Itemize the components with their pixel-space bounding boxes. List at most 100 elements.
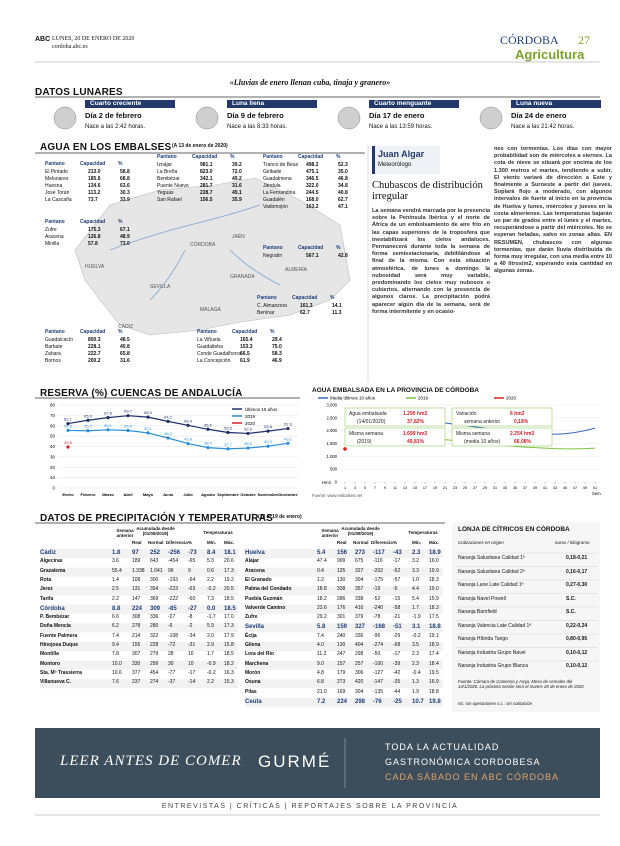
- axis-label: Sem.: [592, 491, 602, 496]
- precip-cell: 2.0: [207, 632, 214, 639]
- precip-cell: -43: [393, 550, 402, 556]
- moon-bar: [227, 100, 317, 108]
- precip-cell: -19: [373, 586, 381, 593]
- precip-cell: -116: [373, 558, 383, 565]
- legend-label: 2019: [245, 414, 256, 419]
- precip-cell: Palma del Condado: [245, 586, 292, 593]
- precip-cell: 23.6: [317, 604, 327, 611]
- row-stripe: [245, 660, 443, 670]
- precip-cell: 18.8: [429, 624, 441, 631]
- y-tick-label: 10: [50, 475, 56, 480]
- reservoir-cell: Minilla: [45, 241, 60, 247]
- precip-cell: 17.9: [224, 632, 234, 639]
- reservoir-cell: 823.0: [200, 169, 213, 175]
- precip-cell: Doña Mencía: [40, 623, 71, 630]
- point: [343, 447, 347, 451]
- section-title: DATOS LUNARES: [35, 87, 123, 98]
- precip-cell: 125: [337, 567, 346, 574]
- precip-cell: 9: [188, 567, 191, 574]
- chart-title: AGUA EMBALSADA EN LA PROVINCIA DE CÓRDOB…: [312, 387, 479, 394]
- precip-cell: 1.8: [112, 550, 121, 556]
- row-stripe: [40, 567, 238, 577]
- precip-cell: 16.9: [429, 679, 439, 686]
- map-label: GRANADA: [230, 274, 255, 280]
- reservoir-cell: 68.8: [120, 176, 130, 182]
- section-title: AGUA EN LOS EMBALSES: [40, 142, 172, 153]
- precip-cell: 5.3: [207, 558, 214, 565]
- precip-cell: 11.2: [317, 651, 327, 658]
- article-body: nes con tormentas. Los días con mayor pr…: [494, 146, 612, 275]
- reservoir-cell: Tranco de Beas: [263, 162, 299, 168]
- y-tick-label: 30: [50, 454, 56, 459]
- data-label: 38.5: [244, 441, 253, 446]
- precip-cell: Valverde Camino: [245, 604, 286, 611]
- reservoir-cell: Puente Nuevo: [157, 183, 189, 189]
- data-label: 54.8: [264, 424, 273, 429]
- precip-cell: 18.3: [429, 576, 439, 583]
- reservoir-cell: La Viñuela: [197, 337, 221, 343]
- precip-cell: -168: [373, 624, 386, 631]
- article-title: Chubascos de distribución irregular: [372, 180, 483, 202]
- reservoir-cell: La Concepción: [197, 358, 231, 364]
- precip-cell: 17.4: [429, 651, 439, 658]
- reservoir-cell: 73.0: [120, 241, 130, 247]
- date: LUNES, 20 DE ENERO DE 2020: [52, 36, 135, 42]
- reservoir-cell: 45.1: [232, 190, 242, 196]
- precip-cell: 304: [355, 688, 364, 695]
- precip-cell: 18.3: [429, 604, 439, 611]
- info-text: 49,81%: [407, 439, 425, 445]
- source: Fuente: www.embalses.net: [312, 493, 363, 498]
- precip-cell: 47.4: [317, 558, 327, 565]
- reservoir-cell: 52.3: [338, 162, 348, 168]
- precip-cell: -147: [373, 679, 384, 686]
- reservoir-cell: Barbate: [45, 344, 63, 350]
- headline: «Lluvias de enero llenan cuba, tinaja y …: [229, 78, 391, 87]
- row-stripe: [40, 549, 238, 558]
- precip-cell: Sta. Mª Trassierra: [40, 669, 82, 676]
- axis-label: Hm3: [322, 480, 332, 485]
- x-tick-label: 29: [483, 486, 487, 490]
- reservoir-cell: 63.6: [120, 183, 130, 189]
- precip-cell: -193: [168, 576, 179, 583]
- precip-cell: -117: [373, 550, 385, 556]
- precip-cell: -96: [373, 632, 381, 639]
- reservoir-cell: Negratín: [263, 253, 283, 259]
- reservoir-cell: 11.3: [332, 310, 342, 316]
- y-tick-label: 2.000: [327, 428, 338, 433]
- col-header: Capacidad: [192, 154, 218, 160]
- moon-bar: [511, 100, 601, 108]
- y-tick-label: 3.000: [327, 403, 338, 408]
- precip-cell: 19.9: [429, 567, 439, 574]
- x-tick-label: 45: [563, 486, 567, 490]
- col-header: Mín.: [412, 540, 421, 545]
- precip-cell: -256: [168, 550, 181, 556]
- map-label: CÁDIZ: [118, 324, 133, 330]
- reservoir-cell: 46.9: [272, 358, 282, 364]
- legend-label: 2019: [418, 396, 429, 401]
- reservoir-cell: 175.3: [88, 227, 101, 233]
- precip-cell: 17.0: [224, 614, 234, 621]
- precip-cell: Fuente Palmera: [40, 632, 78, 639]
- precip-cell: -0.2: [207, 586, 216, 593]
- x-tick-label: Septiembre: [217, 492, 240, 497]
- info-box: [451, 407, 553, 427]
- precip-cell: 108: [132, 576, 141, 583]
- precip-cell: 3.6: [112, 558, 119, 565]
- precip-cell: 338: [355, 595, 364, 602]
- col-header: %: [118, 161, 123, 167]
- citrus-name: Naranja Lane Late Calidad 1ª: [458, 582, 524, 588]
- precip-cell: 322: [150, 632, 159, 639]
- precip-cell: -31: [188, 642, 196, 648]
- author-box: [372, 146, 440, 174]
- x-tick-label: 9: [384, 486, 386, 490]
- row-stripe: [40, 604, 238, 614]
- data-label: 42.8: [184, 437, 193, 442]
- moon-bar: [369, 100, 459, 108]
- precip-cell: 10.6: [112, 669, 122, 676]
- precip-cell: 3.2: [412, 558, 419, 565]
- col-header: Capacidad: [298, 154, 324, 160]
- col-header: Normal: [353, 540, 369, 545]
- precip-cell: -223: [168, 586, 179, 593]
- note: (13 al 19 de enero): [258, 514, 302, 520]
- reservoir-cell: Guadalteba: [197, 344, 223, 350]
